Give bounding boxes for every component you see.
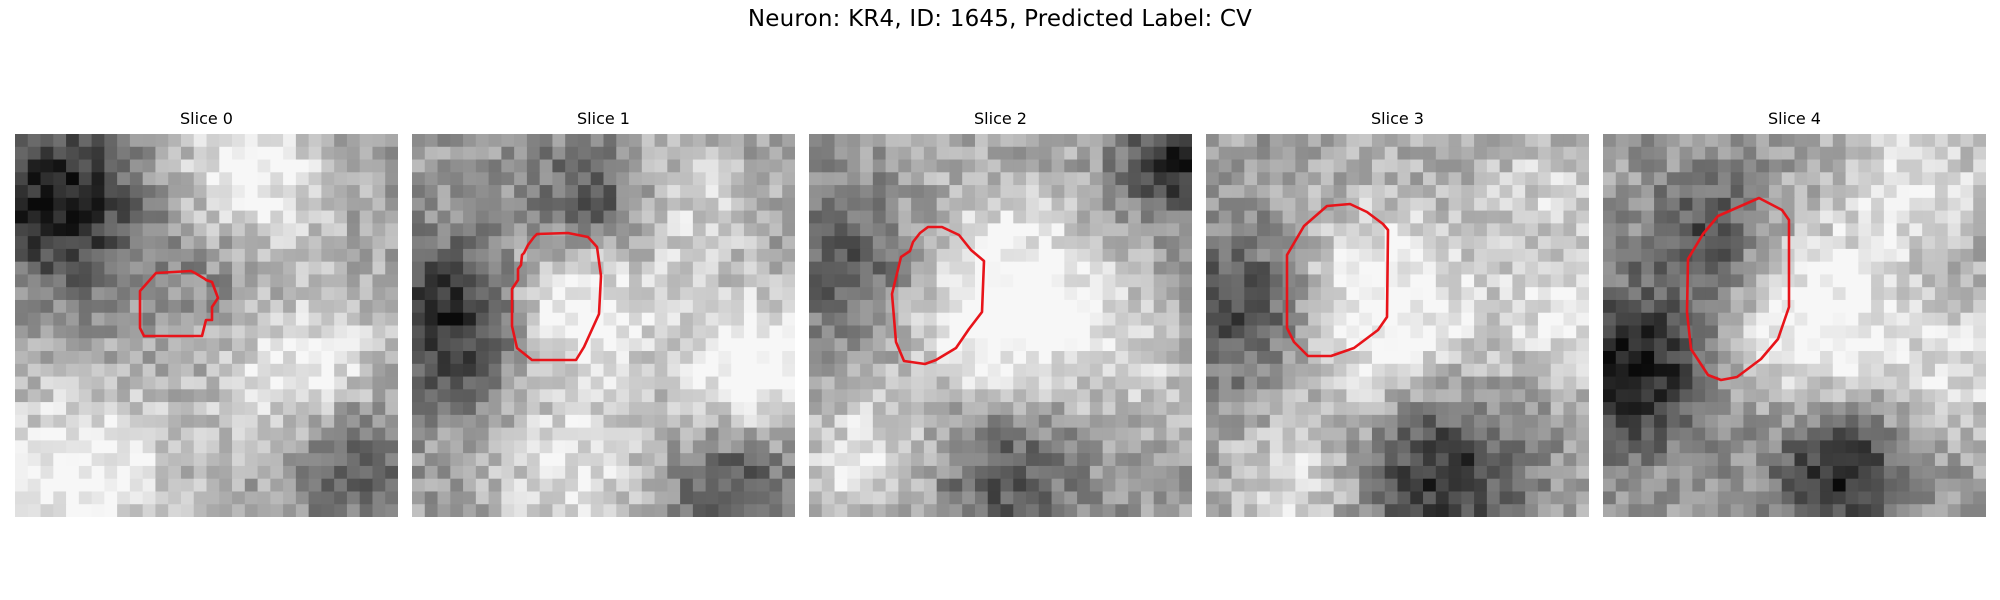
roi-contour xyxy=(138,269,220,338)
roi-contour xyxy=(1285,202,1390,358)
slice-title: Slice 3 xyxy=(1371,109,1424,128)
slice-title: Slice 2 xyxy=(974,109,1027,128)
slice-title: Slice 1 xyxy=(577,109,630,128)
roi-contour xyxy=(1685,196,1791,382)
slice-image xyxy=(15,134,398,517)
figure-title: Neuron: KR4, ID: 1645, Predicted Label: … xyxy=(747,6,1253,32)
slice-title: Slice 0 xyxy=(180,109,233,128)
roi-contour xyxy=(510,231,603,362)
slice-image xyxy=(1603,134,1986,517)
roi-contour xyxy=(890,225,986,366)
slice-image xyxy=(809,134,1192,517)
slice-image xyxy=(1206,134,1589,517)
slice-title: Slice 4 xyxy=(1768,109,1821,128)
slice-image xyxy=(412,134,795,517)
